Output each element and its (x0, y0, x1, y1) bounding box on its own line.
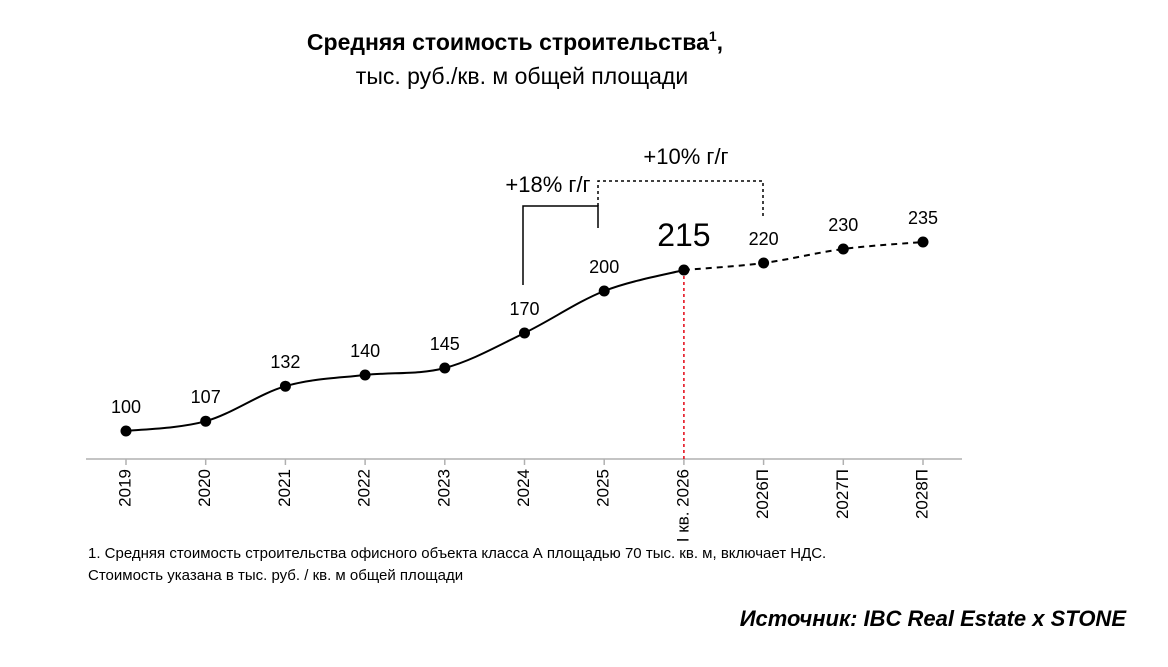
point (837, 243, 849, 255)
x-tick-label: 2025 (594, 469, 613, 507)
x-tick-label: 2023 (434, 469, 453, 507)
value-label: 140 (350, 341, 380, 361)
value-label: 215 (657, 217, 710, 253)
point (917, 236, 929, 248)
point (598, 285, 610, 297)
point (120, 425, 132, 437)
value-label: 235 (908, 208, 938, 228)
x-tick-label: 2019 (115, 469, 134, 507)
value-label: 220 (749, 229, 779, 249)
point (439, 362, 451, 374)
value-label: 145 (430, 334, 460, 354)
chart-subtitle: тыс. руб./кв. м общей площади (356, 63, 688, 89)
value-label: 132 (270, 352, 300, 372)
point (678, 264, 690, 276)
annotation: +10% г/г (643, 144, 728, 169)
footnote: Стоимость указана в тыс. руб. / кв. м об… (88, 567, 463, 584)
chart-title: Средняя стоимость строительства1, (307, 28, 723, 55)
x-tick-label: 2026П (753, 469, 772, 519)
line-forecast (683, 241, 924, 271)
bracket-10 (597, 180, 764, 216)
x-tick-label: 2028П (912, 469, 931, 519)
value-label: 107 (191, 387, 221, 407)
annotation: +18% г/г (505, 172, 590, 197)
bracket-18 (522, 205, 599, 285)
point (279, 380, 291, 392)
title-main: Средняя стоимость строительства (307, 29, 709, 55)
footnote: 1. Средняя стоимость строительства офисн… (88, 545, 826, 562)
value-label: 100 (111, 397, 141, 417)
source: Источник: IBC Real Estate x STONE (740, 606, 1128, 631)
title-suffix: , (717, 29, 723, 55)
x-tick-label: 2024 (514, 469, 533, 507)
title-superscript: 1 (709, 28, 717, 44)
point (758, 257, 770, 269)
x-tick-label: 2021 (275, 469, 294, 507)
x-tick-label: 2020 (195, 469, 214, 507)
value-label: 170 (509, 299, 539, 319)
point (519, 327, 530, 339)
point (359, 369, 371, 381)
value-label: 200 (589, 257, 619, 277)
x-tick-label: 2022 (355, 469, 374, 507)
point (200, 415, 212, 427)
value-label: 230 (828, 215, 858, 235)
x-tick-label: 2027П (833, 469, 852, 519)
x-tick-label: I кв. 2026 (673, 469, 692, 542)
